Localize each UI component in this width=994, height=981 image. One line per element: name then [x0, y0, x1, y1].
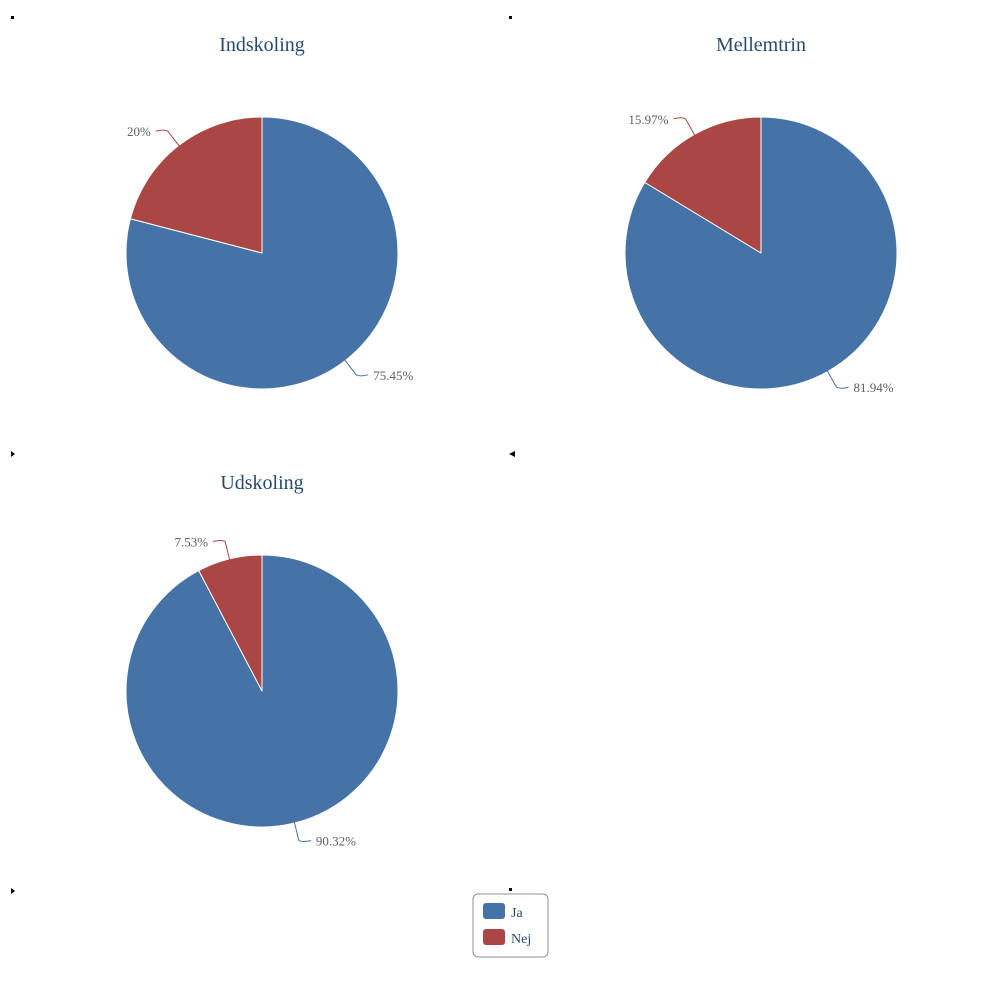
pie-connector-nej — [673, 117, 697, 138]
pie-connector-nej — [155, 129, 182, 149]
chart-title: Udskoling — [220, 472, 303, 494]
legend-item-ja[interactable]: Ja — [483, 903, 523, 921]
pie-data-label-nej: 20% — [127, 124, 151, 139]
legend-swatch-ja — [483, 903, 505, 919]
chart-title: Mellemtrin — [716, 34, 806, 56]
corner-mark — [509, 451, 515, 457]
pie-connector-ja — [825, 368, 849, 389]
chart-title: Indskoling — [219, 34, 305, 56]
pie-data-label-ja: 90.32% — [316, 834, 356, 849]
pie-data-label-ja: 75.45% — [373, 368, 413, 383]
pie-connector-ja — [342, 357, 369, 377]
pie-connector-nej — [213, 539, 231, 562]
pie-data-label-ja: 81.94% — [854, 380, 894, 395]
corner-mark — [11, 888, 15, 894]
legend-label-nej: Nej — [511, 932, 531, 947]
legend: Ja Nej — [472, 893, 549, 958]
pie-data-label-nej: 7.53% — [175, 534, 209, 549]
corner-marks — [11, 16, 515, 894]
pie-data-label-nej: 15.97% — [628, 112, 668, 127]
legend-item-nej[interactable]: Nej — [483, 929, 531, 947]
legend-label-ja: Ja — [511, 906, 523, 921]
legend-swatch-nej — [483, 929, 505, 945]
pie-chart-mellemtrin: Mellemtrin 81.94% 15.97% — [624, 34, 898, 395]
pie-chart-udskoling: Udskoling 90.32% 7.53% — [125, 472, 399, 849]
pie-connector-ja — [293, 820, 311, 843]
corner-mark — [11, 451, 15, 457]
legend-box — [472, 893, 549, 958]
corner-mark — [11, 16, 14, 19]
corner-mark — [509, 888, 512, 891]
pie-chart-indskoling: Indskoling 75.45% 20% — [125, 34, 413, 390]
corner-mark — [509, 16, 512, 19]
